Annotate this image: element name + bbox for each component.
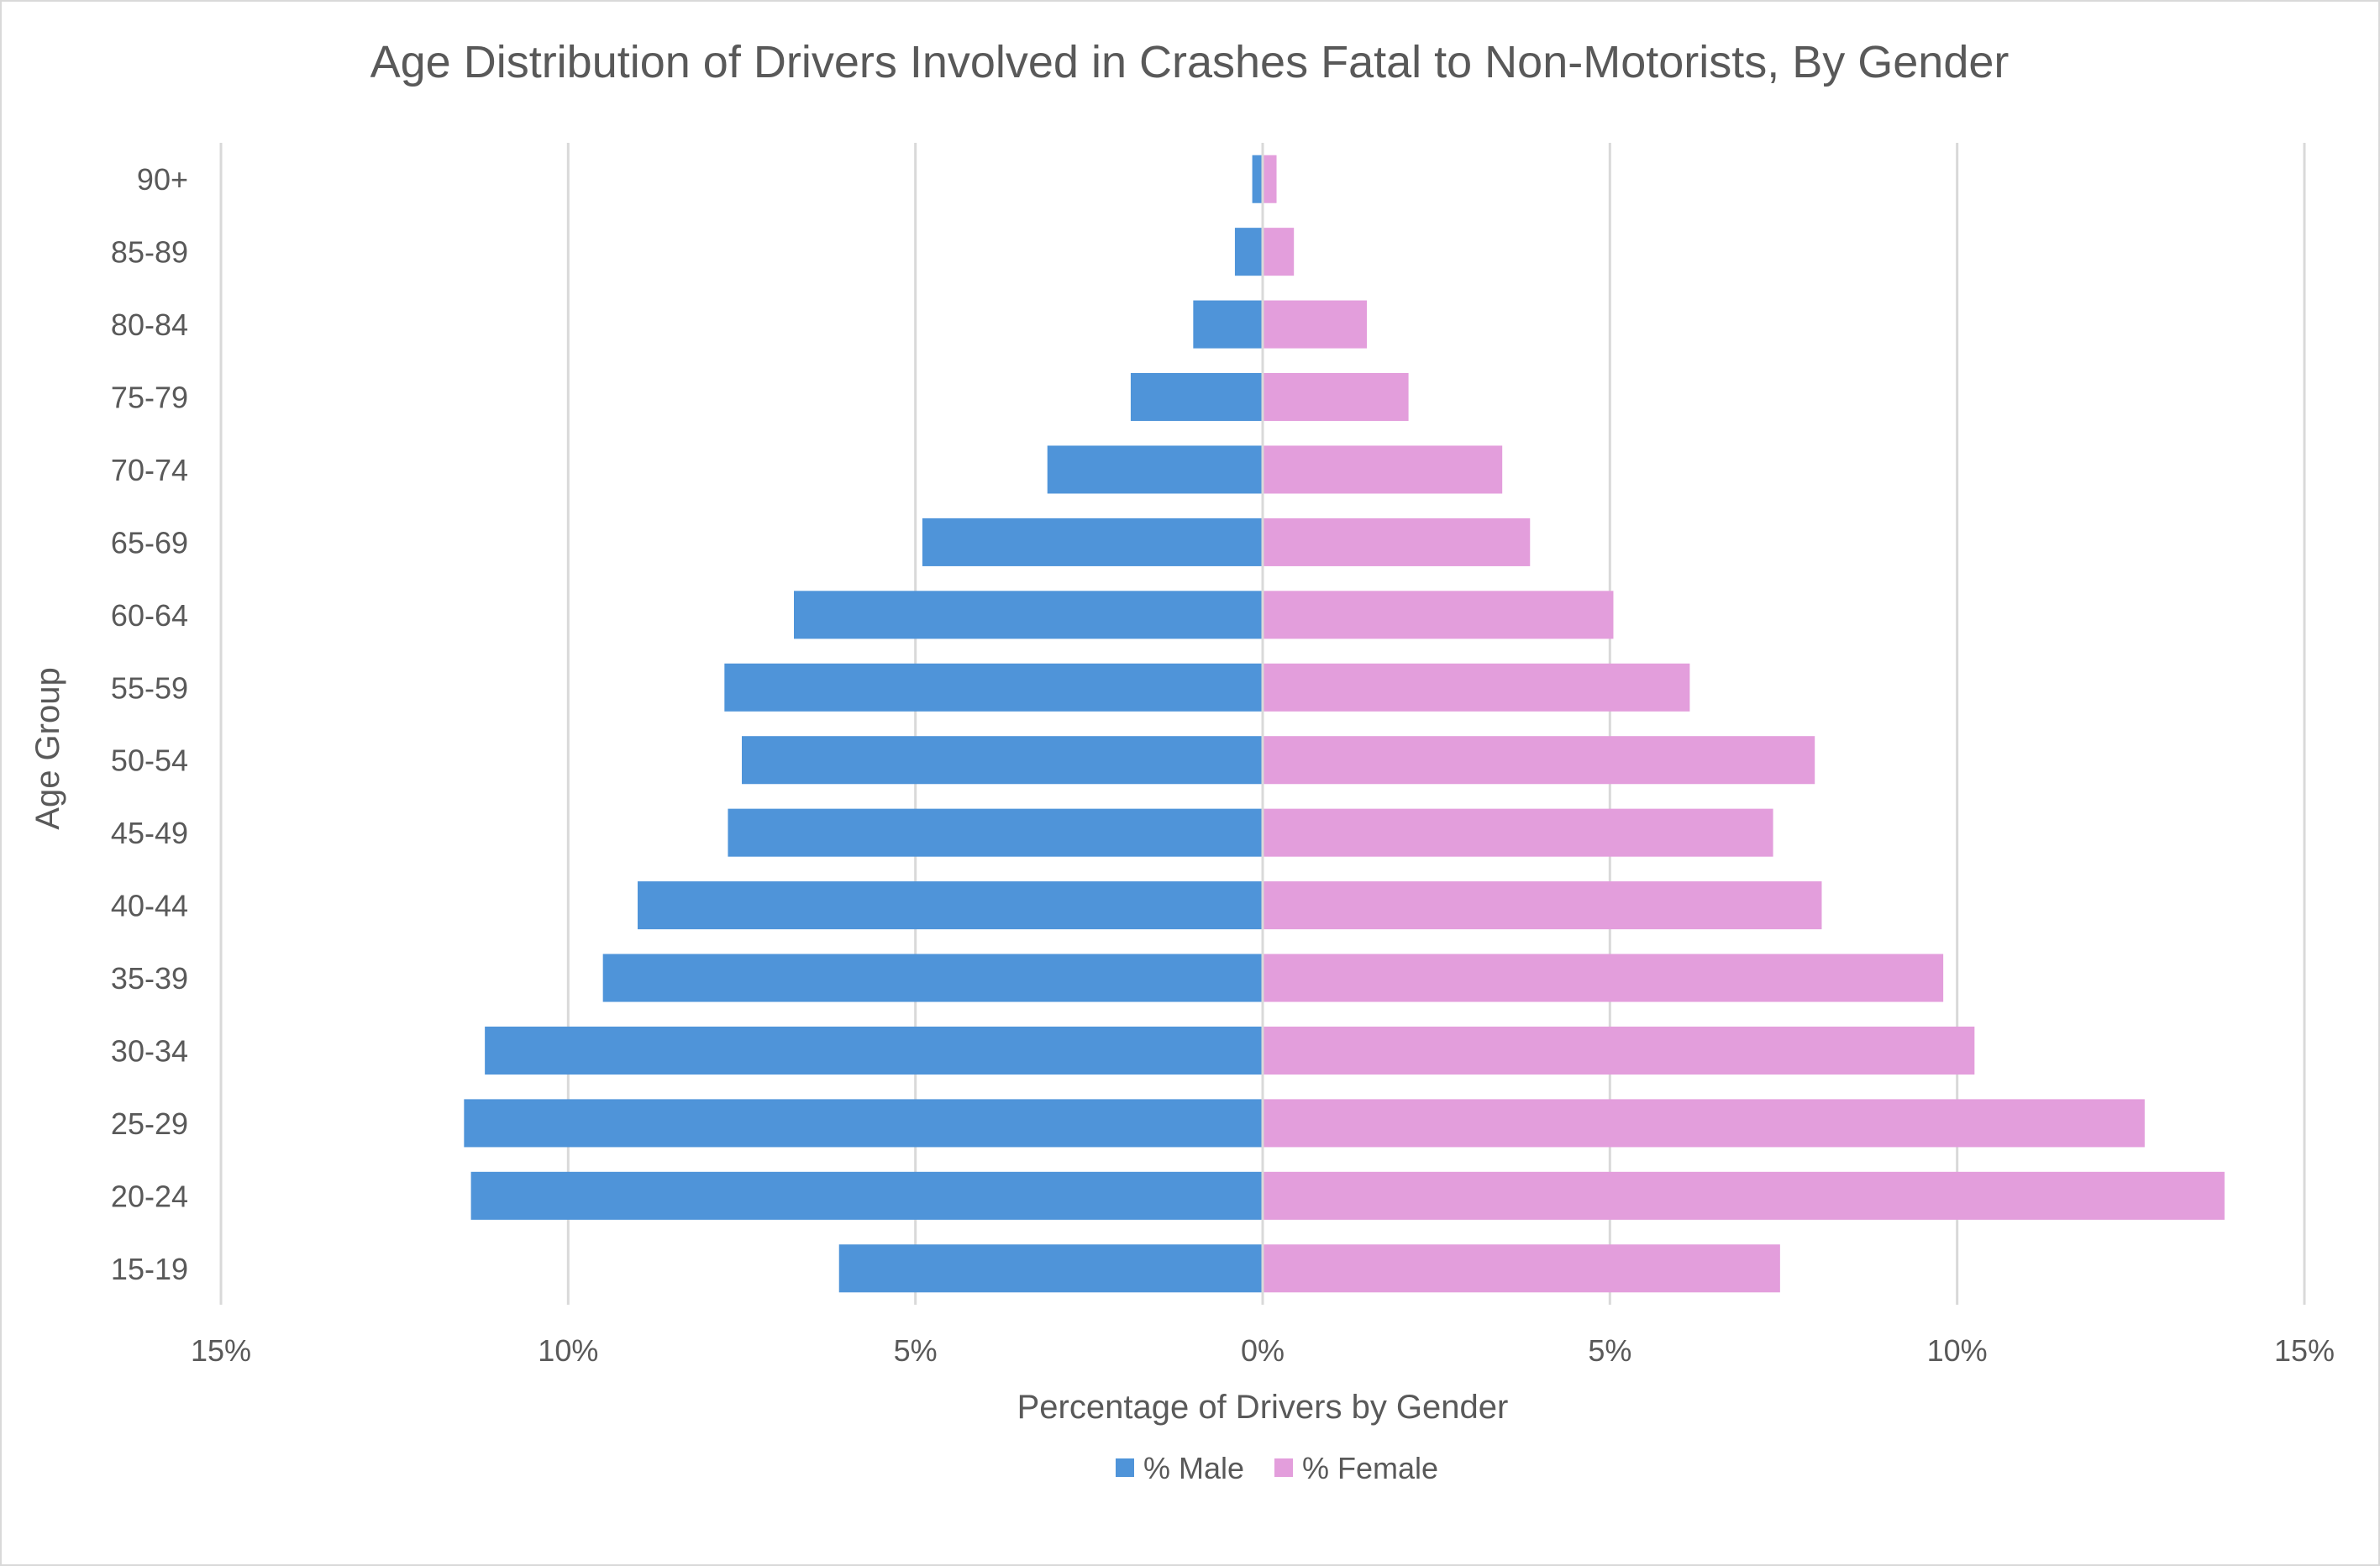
y-tick-label: 25-29 bbox=[111, 1106, 188, 1141]
y-tick-label: 80-84 bbox=[111, 307, 188, 342]
y-tick-label: 20-24 bbox=[111, 1179, 188, 1213]
legend: % Male % Female bbox=[1116, 1451, 1438, 1485]
bar-female-80-84 bbox=[1263, 300, 1367, 349]
bar-female-30-34 bbox=[1263, 1026, 1975, 1075]
chart-title: Age Distribution of Drivers Involved in … bbox=[370, 37, 2010, 87]
bar-female-50-54 bbox=[1263, 736, 1815, 785]
bar-male-50-54 bbox=[742, 736, 1263, 785]
bar-female-60-64 bbox=[1263, 591, 1614, 639]
legend-label-male: % Male bbox=[1143, 1451, 1244, 1485]
bar-male-55-59 bbox=[724, 663, 1263, 712]
y-tick-label: 85-89 bbox=[111, 235, 188, 270]
bar-male-20-24 bbox=[470, 1171, 1263, 1220]
bar-female-35-39 bbox=[1263, 954, 1944, 1002]
bar-male-85-89 bbox=[1234, 228, 1263, 276]
bar-male-70-74 bbox=[1047, 445, 1263, 494]
y-tick-label: 65-69 bbox=[111, 525, 188, 560]
bars bbox=[464, 155, 2225, 1293]
bar-female-20-24 bbox=[1263, 1171, 2225, 1220]
x-tick-label: 5% bbox=[894, 1333, 938, 1368]
x-tick-label: 0% bbox=[1241, 1333, 1285, 1368]
bar-female-45-49 bbox=[1263, 808, 1773, 857]
legend-label-female: % Female bbox=[1302, 1451, 1438, 1485]
y-tick-label: 55-59 bbox=[111, 670, 188, 705]
bar-female-25-29 bbox=[1263, 1099, 2145, 1148]
y-tick-label: 70-74 bbox=[111, 453, 188, 487]
x-tick-label: 15% bbox=[2274, 1333, 2335, 1368]
y-tick-label: 30-34 bbox=[111, 1033, 188, 1068]
bar-female-40-44 bbox=[1263, 881, 1822, 930]
bar-male-30-34 bbox=[485, 1026, 1263, 1075]
bar-female-55-59 bbox=[1263, 663, 1690, 712]
y-tick-label: 40-44 bbox=[111, 889, 188, 923]
bar-female-70-74 bbox=[1263, 445, 1503, 494]
y-tick-label: 75-79 bbox=[111, 381, 188, 415]
bar-female-90+ bbox=[1263, 155, 1277, 203]
x-tick-label: 15% bbox=[191, 1333, 251, 1368]
bar-male-45-49 bbox=[728, 808, 1263, 857]
x-axis-title: Percentage of Drivers by Gender bbox=[1017, 1389, 1509, 1426]
bar-male-60-64 bbox=[794, 591, 1263, 639]
x-tick-label: 5% bbox=[1588, 1333, 1631, 1368]
bar-female-15-19 bbox=[1263, 1244, 1780, 1293]
y-axis-title: Age Group bbox=[29, 667, 66, 829]
bar-male-75-79 bbox=[1130, 373, 1263, 422]
y-tick-label: 45-49 bbox=[111, 816, 188, 850]
bar-male-80-84 bbox=[1193, 300, 1263, 349]
bar-male-65-69 bbox=[922, 518, 1263, 566]
legend-swatch-female bbox=[1274, 1458, 1293, 1477]
axes: 15-19 20-24 25-29 30-34 35-39 40-44 45-49 50-54… bbox=[111, 143, 2335, 1368]
y-tick-label: 15-19 bbox=[111, 1252, 188, 1286]
bar-male-25-29 bbox=[464, 1099, 1263, 1148]
legend-swatch-male bbox=[1116, 1458, 1134, 1477]
bar-male-40-44 bbox=[638, 881, 1263, 930]
y-tick-label: 60-64 bbox=[111, 598, 188, 633]
bar-male-90+ bbox=[1252, 155, 1263, 203]
y-tick-label: 50-54 bbox=[111, 744, 188, 778]
bar-female-65-69 bbox=[1263, 518, 1531, 566]
bar-male-15-19 bbox=[838, 1244, 1263, 1293]
y-tick-label: 35-39 bbox=[111, 961, 188, 996]
x-tick-label: 10% bbox=[1927, 1333, 1988, 1368]
y-tick-label: 90+ bbox=[137, 162, 188, 197]
bar-male-35-39 bbox=[602, 954, 1263, 1002]
x-tick-label: 10% bbox=[538, 1333, 598, 1368]
bar-female-85-89 bbox=[1263, 228, 1295, 276]
bar-female-75-79 bbox=[1263, 373, 1409, 422]
